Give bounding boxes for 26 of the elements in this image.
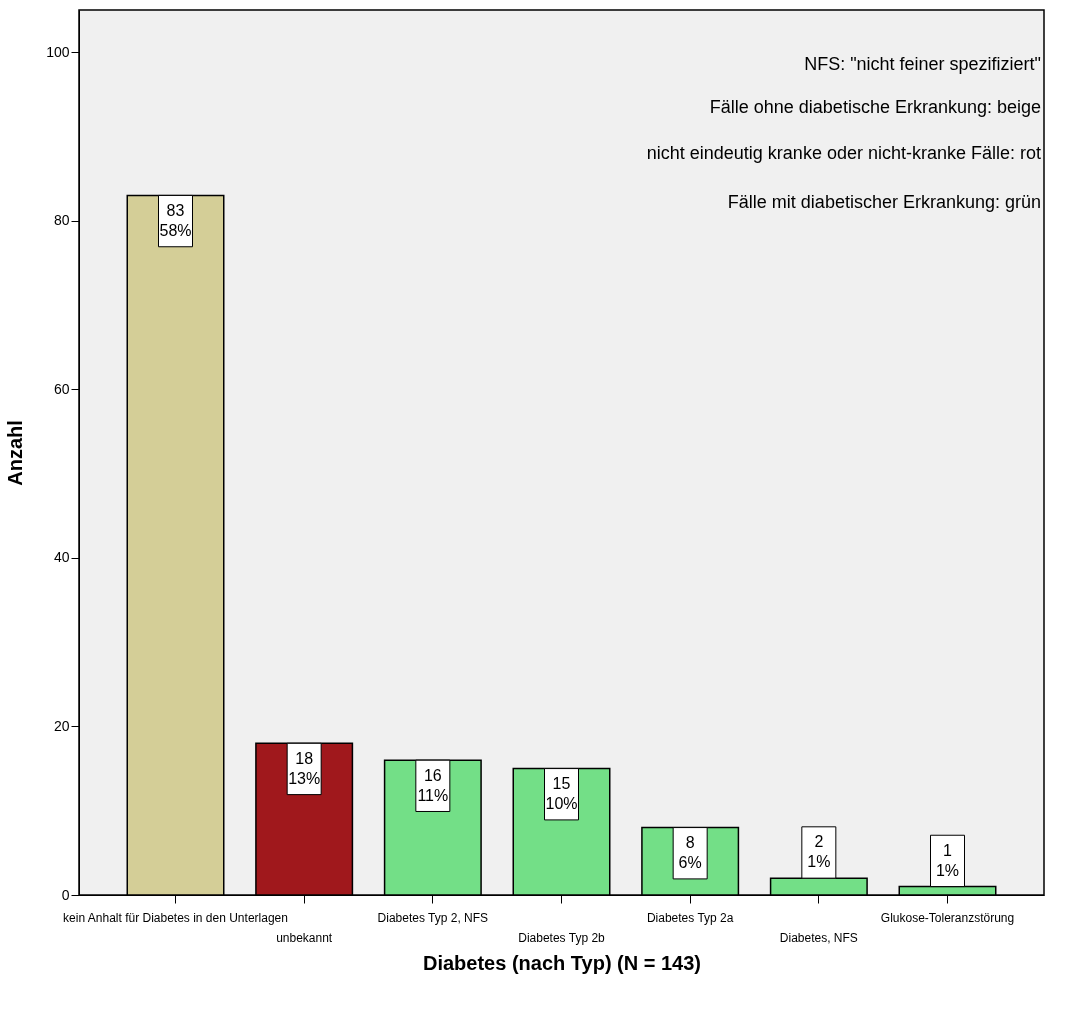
y-tick-label: 80 [53, 212, 70, 229]
data-label: 16 11% [417, 766, 449, 804]
annotation: nicht eindeutig kranke oder nicht-kranke Fälle: rot [646, 143, 1041, 163]
y-tick-label: 100 [46, 43, 70, 60]
data-label: 2 1% [807, 833, 831, 871]
data-label: 1 1% [935, 841, 960, 879]
data-label: 18 13% [288, 749, 321, 787]
data-label: 83 58% [159, 202, 192, 240]
y-axis-title: Anzahl [4, 420, 27, 486]
y-tick-label: 40 [53, 549, 70, 566]
x-tick-label: Diabetes, NFS [779, 931, 858, 945]
data-label: 8 6% [678, 834, 702, 872]
annotation: NFS: "nicht feiner spezifiziert" [804, 54, 1041, 74]
x-tick-label: Glukose-Toleranzstörung [880, 911, 1015, 925]
x-tick-label: Diabetes Typ 2b [518, 931, 606, 945]
x-tick-label: unbekannt [276, 931, 333, 945]
x-axis-title: Diabetes (nach Typ) (N = 143) [422, 952, 702, 974]
x-tick-label: Diabetes Typ 2, NFS [377, 911, 489, 925]
data-label: 15 10% [545, 775, 578, 813]
y-tick-label: 0 [61, 886, 70, 903]
x-tick-label: Diabetes Typ 2a [646, 911, 734, 925]
y-tick-label: 60 [53, 380, 70, 397]
annotation: Fälle ohne diabetische Erkrankung: beige [709, 97, 1041, 117]
x-tick-label: kein Anhalt für Diabetes in den Unterlagen [63, 911, 288, 925]
y-tick-label: 20 [53, 717, 70, 734]
annotation: Fälle mit diabetischer Erkrankung: grün [727, 191, 1041, 212]
